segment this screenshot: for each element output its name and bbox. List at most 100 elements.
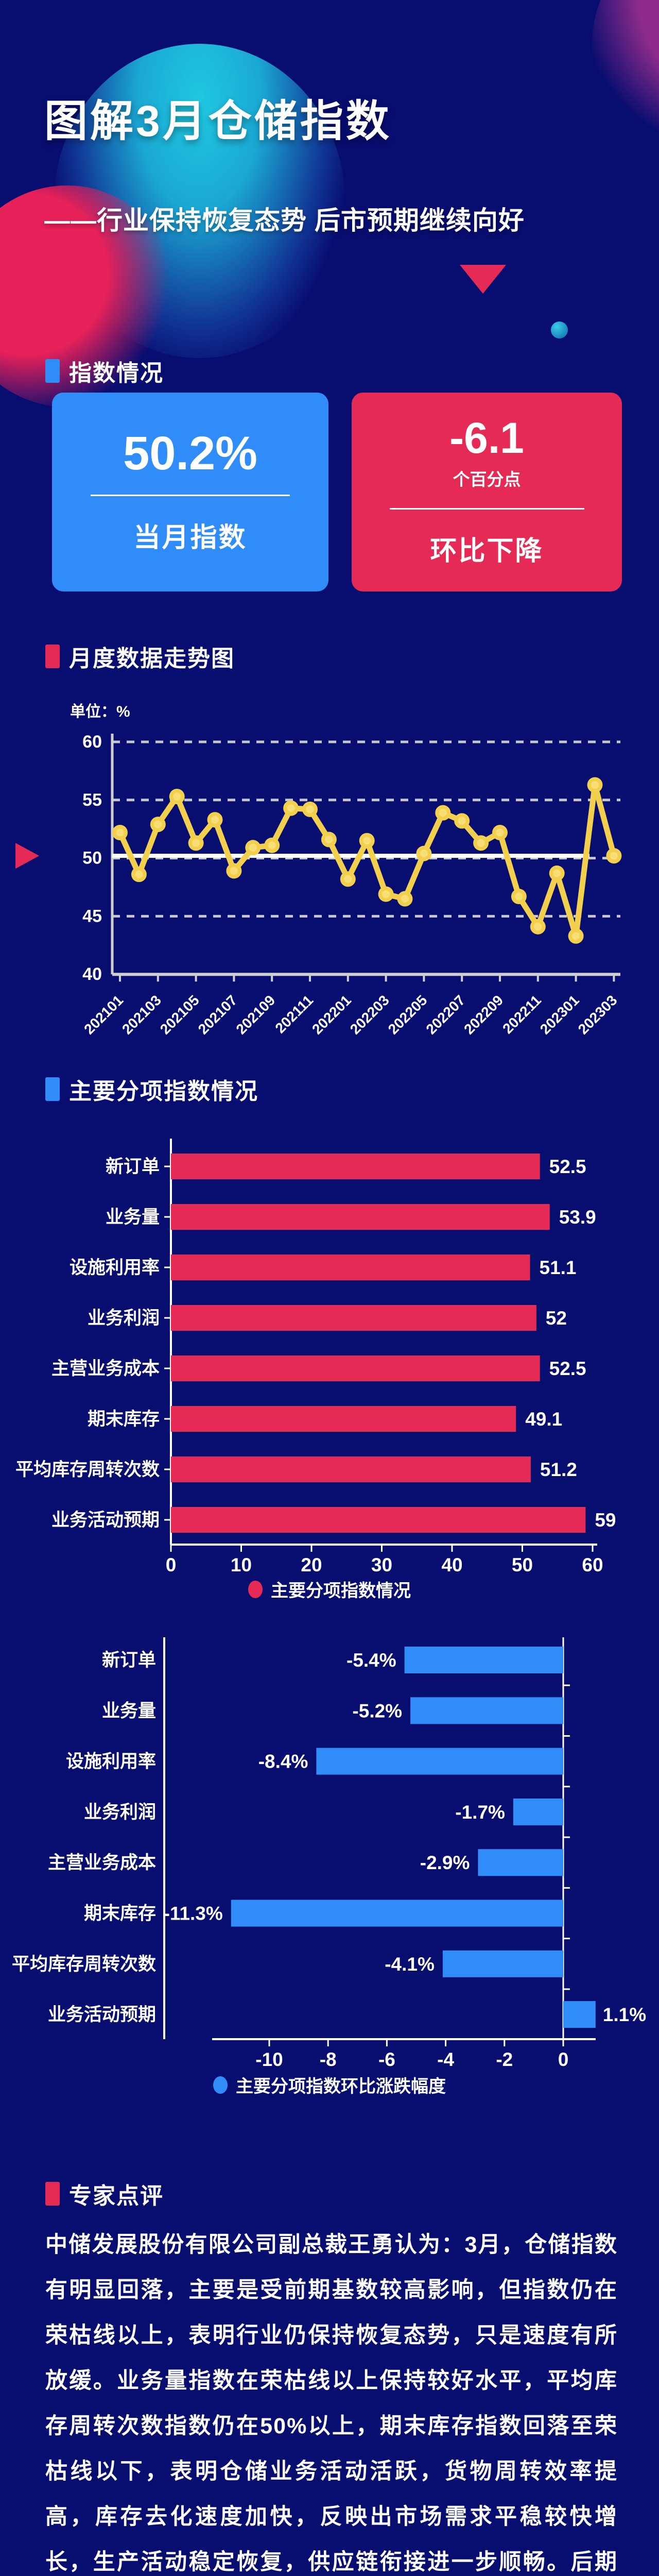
mom-change-unit: 个百分点 xyxy=(453,470,521,489)
category-label: 业务利润 xyxy=(84,1802,156,1822)
x-tick-label: 202105 xyxy=(157,992,202,1038)
x-tick-label: 202101 xyxy=(81,992,126,1038)
bar xyxy=(478,1849,563,1876)
data-point-center xyxy=(249,843,257,852)
value-label: 51.1 xyxy=(540,1257,577,1278)
data-point-center xyxy=(401,895,409,903)
current-index-value: 50.2% xyxy=(123,427,257,480)
y-tick-label: 55 xyxy=(82,790,102,810)
category-label: 新订单 xyxy=(102,1650,156,1670)
x-tick-label: 202205 xyxy=(385,992,430,1038)
reference-pointer-icon xyxy=(15,843,39,869)
bar xyxy=(171,1406,516,1432)
data-point-center xyxy=(515,892,523,901)
category-label: 业务活动预期 xyxy=(51,1510,160,1530)
section-title: 专家点评 xyxy=(69,2183,164,2209)
pink-circle-decoration xyxy=(0,185,178,407)
data-point-center xyxy=(192,839,200,847)
bar xyxy=(171,1204,550,1230)
data-point-center xyxy=(458,817,466,825)
category-label: 业务活动预期 xyxy=(48,2005,156,2025)
data-point-center xyxy=(154,820,162,828)
x-tick-label: 40 xyxy=(441,1554,462,1575)
bar xyxy=(404,1647,563,1673)
section-header-expert: 专家点评 xyxy=(45,2177,164,2210)
card-divider xyxy=(389,508,584,510)
page-title: 图解3月仓储指数 xyxy=(44,97,392,145)
x-tick-label: 50 xyxy=(512,1554,533,1575)
sub-indices-legend: 主要分项指数情况 xyxy=(0,1577,659,1602)
category-label: 设施利用率 xyxy=(66,1752,156,1772)
bar xyxy=(171,1507,586,1533)
value-label: -8.4% xyxy=(258,1751,308,1772)
blue-square-marker-icon xyxy=(45,1077,60,1101)
data-point-center xyxy=(306,805,314,814)
unit-label: 单位：% xyxy=(70,703,130,720)
data-point-center xyxy=(211,816,219,824)
x-tick-label: -10 xyxy=(255,2049,283,2070)
category-label: 业务利润 xyxy=(88,1308,160,1328)
y-tick-label: 60 xyxy=(82,732,102,752)
mom-change-label: 环比下降 xyxy=(430,536,544,566)
data-point-center xyxy=(325,836,333,844)
value-label: 52.5 xyxy=(549,1156,586,1177)
x-tick-label: 202107 xyxy=(195,992,240,1038)
bar xyxy=(171,1456,531,1482)
bar xyxy=(171,1154,540,1179)
x-tick-label: 30 xyxy=(371,1554,392,1575)
current-index-label: 当月指数 xyxy=(133,523,247,553)
mom-change-bar-chart: 新订单 -5.4% 业务量 -5.2% 设施利用率 -8.4% 业务利润 -1.7% 主营业务成… xyxy=(12,1637,646,2070)
mom-change-card: -6.1 个百分点 环比下降 xyxy=(352,393,622,591)
x-tick-label: 202103 xyxy=(119,992,164,1038)
value-label: 49.1 xyxy=(525,1409,562,1430)
blue-legend-dot-icon xyxy=(213,2076,228,2094)
legend-label: 主要分项指数情况 xyxy=(271,1581,411,1601)
x-tick-label: 202211 xyxy=(499,992,544,1037)
section-header-sub-indices: 主要分项指数情况 xyxy=(45,1073,258,1106)
value-label: -2.9% xyxy=(420,1852,470,1873)
category-label: 期末库存 xyxy=(84,1904,156,1924)
teal-dot-decoration xyxy=(551,321,568,338)
bar xyxy=(513,1798,563,1825)
x-tick-label: 20 xyxy=(301,1554,322,1575)
x-tick-label: 202209 xyxy=(461,992,506,1038)
bar xyxy=(563,2001,596,2028)
data-point-center xyxy=(439,809,447,817)
bar xyxy=(231,1900,563,1927)
y-tick-label: 45 xyxy=(82,906,102,926)
value-label: 51.2 xyxy=(540,1459,577,1480)
value-label: 52.5 xyxy=(549,1358,586,1379)
data-point-center xyxy=(382,890,390,899)
y-tick-label: 40 xyxy=(82,964,102,984)
category-label: 主营业务成本 xyxy=(48,1853,156,1873)
value-label: 53.9 xyxy=(559,1207,596,1228)
data-point-center xyxy=(534,923,542,931)
category-label: 设施利用率 xyxy=(70,1258,160,1278)
data-point-center xyxy=(420,850,428,858)
value-label: -1.7% xyxy=(455,1802,505,1823)
value-label: -5.2% xyxy=(352,1700,402,1721)
red-square-marker-icon xyxy=(45,645,60,668)
x-tick-label: 60 xyxy=(582,1554,603,1575)
data-point-center xyxy=(572,932,580,940)
page-subtitle: ——行业保持恢复态势 后市预期继续向好 xyxy=(44,206,525,235)
value-label: 59 xyxy=(595,1510,616,1531)
bar xyxy=(316,1748,563,1775)
data-point-center xyxy=(344,875,352,883)
value-label: 52 xyxy=(546,1308,567,1329)
category-label: 平均库存周转次数 xyxy=(15,1460,160,1480)
monthly-trend-line-chart: 40 45 50 55 60 202101202103202105202107202109… xyxy=(15,732,622,1038)
x-tick-label: 202207 xyxy=(423,992,468,1038)
x-tick-label: 0 xyxy=(166,1554,177,1575)
x-tick-label: 0 xyxy=(558,2049,569,2070)
data-point-center xyxy=(268,841,276,850)
bar xyxy=(171,1305,536,1331)
red-down-triangle-icon xyxy=(460,265,506,294)
expert-commentary-text: 中储发展股份有限公司副总裁王勇认为：3月，仓储指数有明显回落，主要是受前期基数较… xyxy=(45,2232,618,2574)
red-square-marker-icon xyxy=(45,2182,60,2206)
bar xyxy=(171,1255,530,1280)
purple-circle-decoration xyxy=(592,0,659,160)
value-label: -11.3% xyxy=(164,1903,223,1924)
x-tick-label: -8 xyxy=(320,2049,337,2070)
